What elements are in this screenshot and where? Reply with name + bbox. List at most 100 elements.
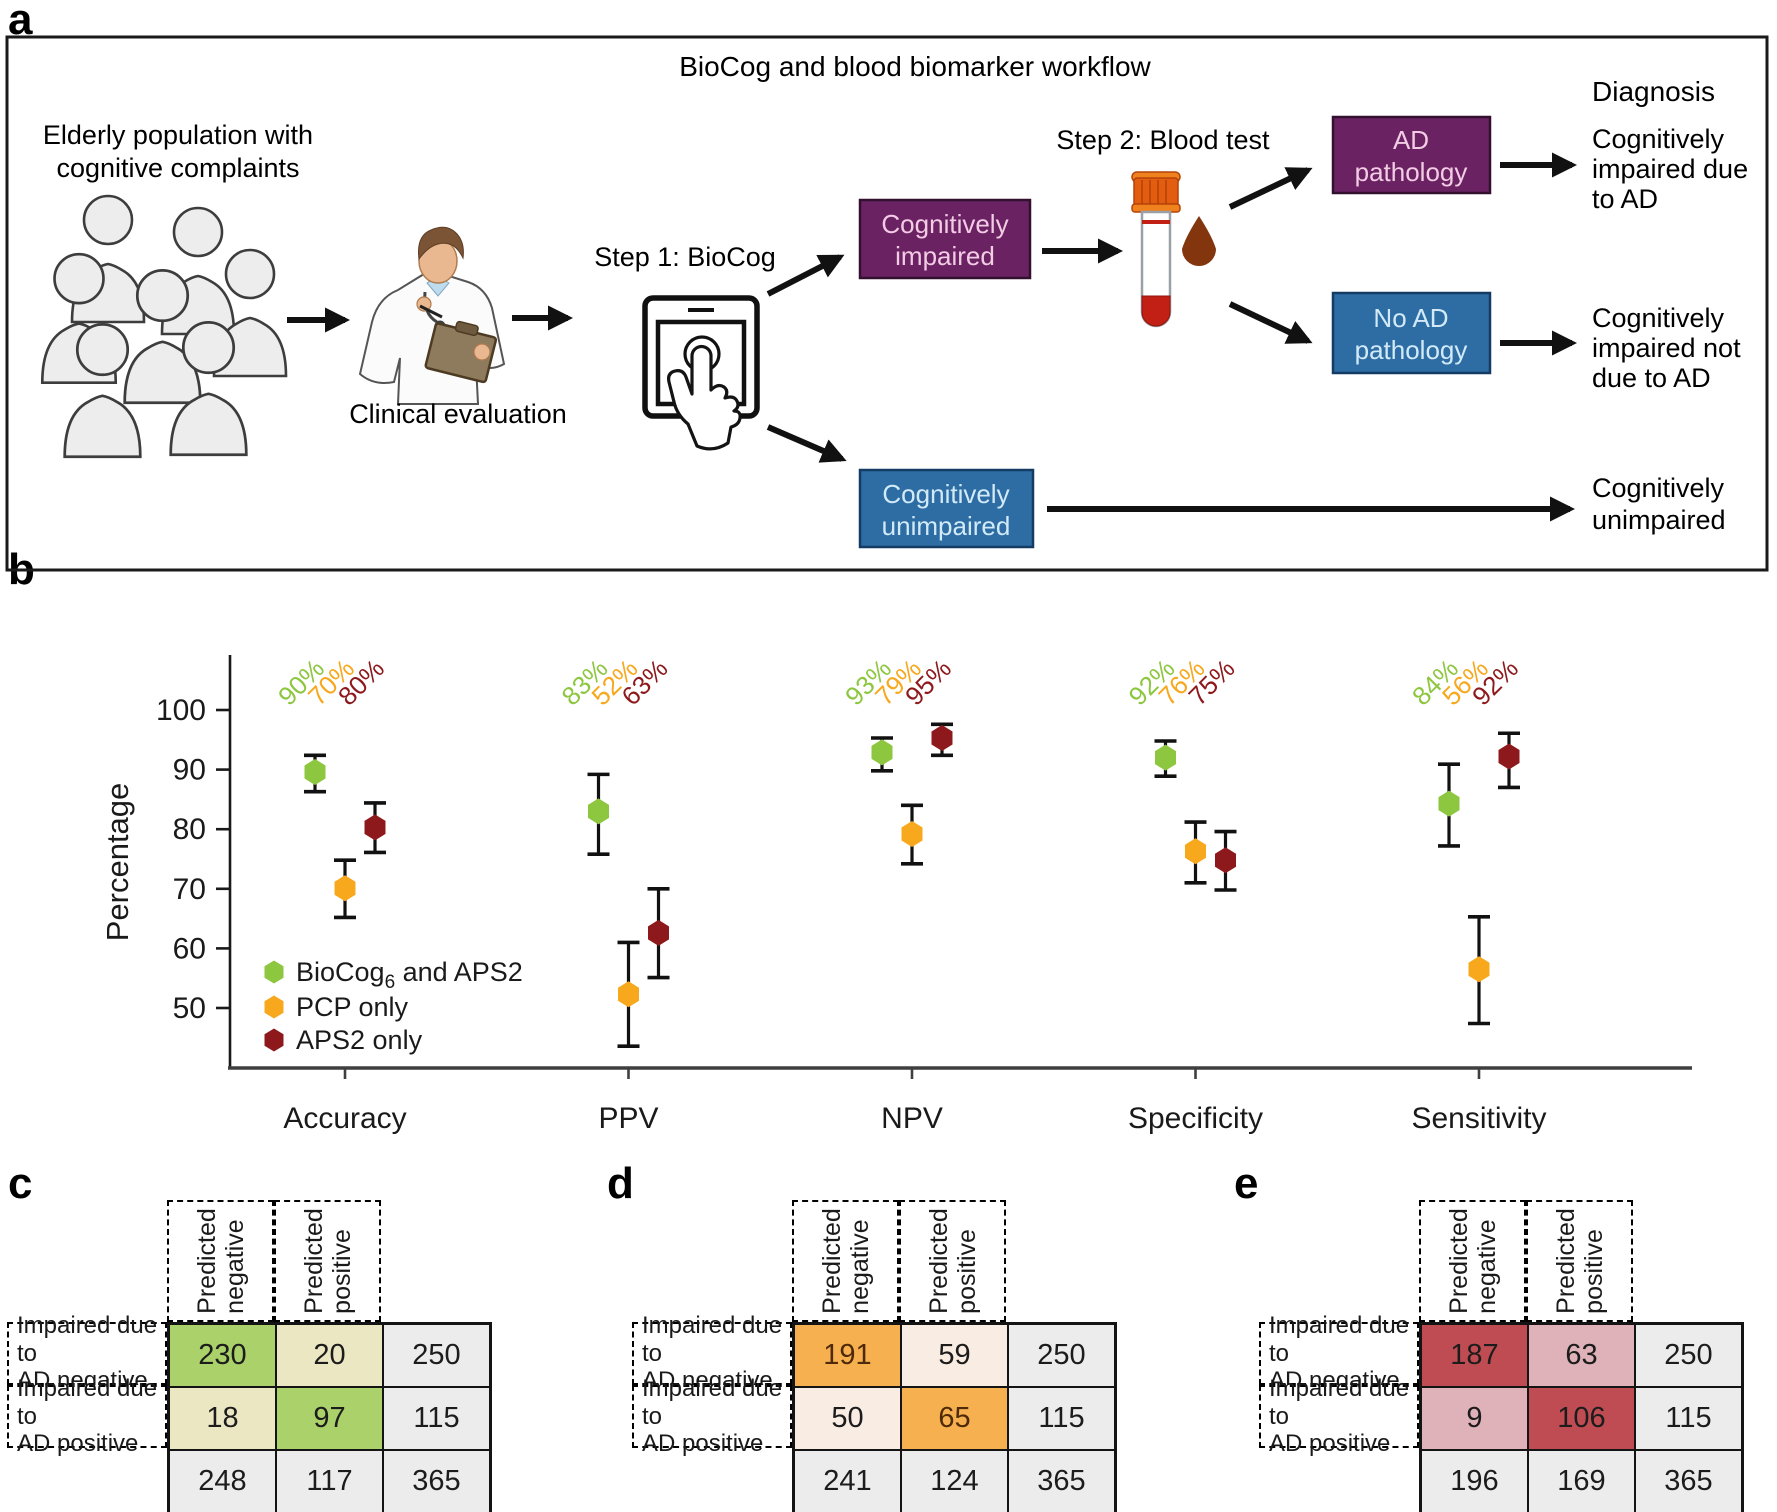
outcome3-line1: Cognitively	[1592, 473, 1725, 503]
outcome1-line1: Cognitively	[1592, 124, 1725, 154]
data-point-marker	[588, 798, 609, 825]
diagnosis-header: Diagnosis	[1592, 76, 1715, 107]
blood-drop-icon	[1182, 216, 1216, 266]
y-tick-label: 70	[173, 873, 206, 906]
panel-a-letter: a	[8, 0, 33, 44]
y-tick-label: 100	[156, 694, 206, 727]
y-tick-label: 80	[173, 813, 206, 846]
confusion-matrix-grid: 191 59 250 50 65 115 241 124 365	[792, 1322, 1117, 1512]
matrix-cell: 169	[1528, 1450, 1635, 1512]
performance-chart: 50 60 70 80 90 100 Percentage Accuracy PPV NPV Spe…	[100, 653, 1692, 1135]
predicted-header: Predicted negative	[794, 1202, 897, 1320]
row-header-line: Impaired due to	[642, 1312, 783, 1367]
arrow-blood-to-adpathology	[1228, 167, 1313, 210]
matrix-cell: 117	[276, 1450, 383, 1512]
predicted-header: Predicted positive	[901, 1202, 1004, 1320]
predicted-header-box: Predicted positive	[899, 1200, 1006, 1322]
matrix-cell: 191	[794, 1324, 901, 1387]
matrix-cell: 124	[901, 1450, 1008, 1512]
data-point-marker	[364, 814, 386, 841]
legend-label: BioCog6 and APS2	[296, 957, 523, 993]
predicted-header: Predicted positive	[276, 1202, 379, 1320]
matrix-cell: 59	[901, 1324, 1008, 1387]
matrix-cell: 250	[1635, 1324, 1742, 1387]
arrow-biocog-to-impaired	[766, 254, 845, 297]
ad-pathology-box: AD pathology	[1331, 115, 1492, 195]
panel-e-letter: e	[1234, 1159, 1259, 1208]
matrix-cell: 97	[276, 1387, 383, 1450]
row-header-line: AD positive	[1269, 1430, 1391, 1458]
matrix-cell: 9	[1421, 1387, 1528, 1450]
matrix-cell: 20	[276, 1324, 383, 1387]
step1-label: Step 1: BioCog	[594, 242, 776, 272]
matrix-cell: 115	[1635, 1387, 1742, 1450]
outcome1-line3: to AD	[1592, 184, 1658, 214]
legend-marker	[264, 960, 284, 984]
matrix-cell: 65	[901, 1387, 1008, 1450]
row-header-line: Impaired due to	[642, 1375, 783, 1430]
predicted-header-line: positive	[327, 1229, 356, 1314]
outcome2-line2: impaired not	[1592, 333, 1741, 363]
cognitively-unimpaired-box: Cognitively unimpaired	[858, 468, 1035, 549]
matrix-cell: 365	[1008, 1450, 1115, 1512]
matrix-cell: 187	[1421, 1324, 1528, 1387]
panel-a-border	[5, 35, 1769, 572]
predicted-header-line: Predicted	[924, 1208, 953, 1314]
data-point-marker	[334, 875, 356, 902]
matrix-cell: 196	[1421, 1450, 1528, 1512]
doctor-icon	[358, 226, 506, 405]
predicted-header-line: Predicted	[192, 1208, 221, 1314]
row-header-line: AD positive	[17, 1430, 139, 1458]
predicted-header-text: Predicted negative	[193, 1208, 249, 1314]
y-tick-label: 90	[173, 754, 206, 787]
confusion-matrix-grid: 187 63 250 9 106 115 196 169 365	[1419, 1322, 1744, 1512]
matrix-cell: 115	[1008, 1387, 1115, 1450]
data-point-marker	[901, 820, 923, 847]
cognitively-impaired-box: Cognitively impaired	[858, 198, 1032, 280]
predicted-header: Predicted negative	[1421, 1202, 1524, 1320]
data-point-marker	[618, 981, 639, 1008]
predicted-header-text: Predicted positive	[1552, 1208, 1608, 1314]
diagnosis-impaired-due-to-ad: Cognitively impaired due to AD	[1592, 124, 1748, 214]
row-header-box: Impaired due to AD positive	[632, 1375, 792, 1457]
row-header-line: Impaired due to	[1269, 1375, 1410, 1430]
cognitively-unimpaired-line2: unimpaired	[882, 511, 1011, 541]
legend-label: APS2 only	[296, 1025, 423, 1055]
row-header-line: Impaired due to	[17, 1375, 158, 1430]
data-point-marker	[1185, 838, 1206, 865]
no-ad-pathology-line1: No AD	[1373, 303, 1448, 333]
legend-label: PCP only	[296, 992, 409, 1022]
matrix-cell: 18	[169, 1387, 276, 1450]
outcome1-line2: impaired due	[1592, 154, 1748, 184]
no-ad-pathology-line2: pathology	[1355, 335, 1468, 365]
data-point-marker	[871, 739, 893, 766]
predicted-header-line: negative	[845, 1219, 874, 1314]
matrix-cell: 106	[1528, 1387, 1635, 1450]
predicted-header-text: Predicted positive	[300, 1208, 356, 1314]
predicted-header-line: negative	[1472, 1219, 1501, 1314]
legend-marker	[264, 1028, 284, 1052]
step2-label: Step 2: Blood test	[1056, 125, 1270, 155]
predicted-header-line: Predicted	[1551, 1208, 1580, 1314]
y-tick-label: 60	[173, 932, 206, 965]
predicted-header-text: Predicted positive	[925, 1208, 981, 1314]
row-header-line: Impaired due to	[1269, 1312, 1410, 1367]
row-header-box: Impaired due to AD negative	[632, 1312, 792, 1394]
diagnosis-impaired-not-due-to-ad: Cognitively impaired not due to AD	[1592, 303, 1741, 393]
ad-pathology-line2: pathology	[1355, 157, 1468, 187]
outcome2-line1: Cognitively	[1592, 303, 1725, 333]
cognitively-impaired-line2: impaired	[895, 241, 995, 271]
row-header-box: Impaired due to AD negative	[1259, 1312, 1419, 1394]
no-ad-pathology-box: No AD pathology	[1331, 291, 1492, 375]
data-point-marker	[304, 758, 326, 785]
arrow-biocog-to-unimpaired	[766, 424, 847, 463]
workflow-title: BioCog and blood biomarker workflow	[679, 51, 1151, 82]
matrix-cell: 250	[1008, 1324, 1115, 1387]
data-point-marker	[1468, 956, 1490, 983]
row-header-box: Impaired due to AD positive	[7, 1375, 167, 1457]
outcome2-line3: due to AD	[1592, 363, 1711, 393]
matrix-cell: 50	[794, 1387, 901, 1450]
blood-tube-icon	[1131, 171, 1181, 328]
